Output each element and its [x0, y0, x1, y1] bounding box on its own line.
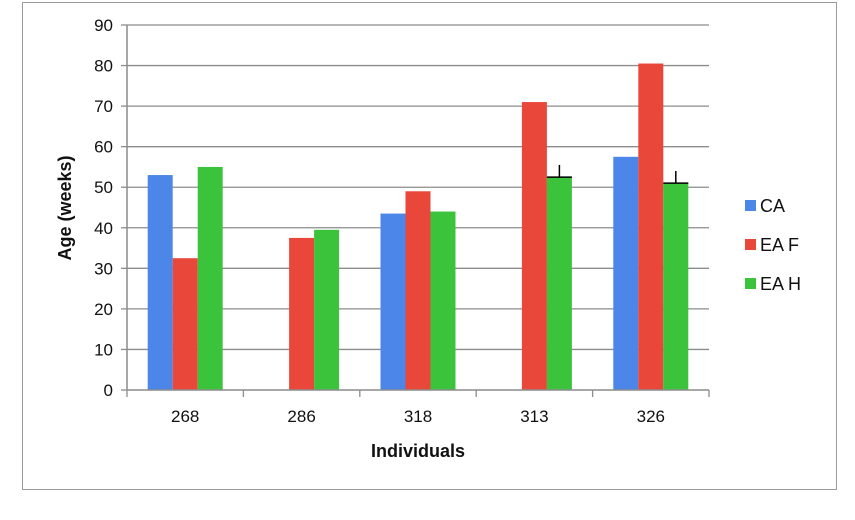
y-tick-label: 50 [94, 178, 113, 197]
y-tick-label: 70 [94, 97, 113, 116]
gridlines [127, 24, 709, 351]
x-tick-label: 326 [637, 407, 665, 426]
bar-ca-318 [380, 213, 406, 390]
bars [147, 63, 689, 391]
x-tick-label: 286 [287, 407, 315, 426]
bar-ea-f-268 [172, 258, 198, 390]
y-tick-label: 90 [94, 16, 113, 35]
legend: CA EA F EA H [745, 196, 801, 294]
legend-swatch [745, 239, 756, 250]
bar-ea-f-286 [289, 237, 315, 390]
bar-ea-f-318 [405, 191, 431, 390]
bar-ea-h-286 [314, 229, 340, 390]
x-tick-label: 268 [171, 407, 199, 426]
y-tick-label: 80 [94, 57, 113, 76]
legend-swatch [745, 200, 756, 211]
y-tick-labels: 0 10 20 30 40 50 60 70 80 90 [94, 16, 113, 400]
x-tick-label: 318 [404, 407, 432, 426]
bar-ea-f-313 [521, 102, 547, 391]
bar-ea-h-318 [430, 211, 456, 390]
legend-swatch [745, 278, 756, 289]
axes [121, 24, 710, 397]
x-tick-label: 313 [520, 407, 548, 426]
bar-ea-h-268 [197, 166, 223, 390]
legend-label: EA F [760, 235, 799, 255]
y-axis-title: Age (weeks) [55, 155, 75, 260]
bar-ea-h-326 [663, 183, 689, 390]
y-tick-label: 0 [104, 381, 113, 400]
bar-ea-f-326 [638, 63, 664, 391]
y-tick-label: 60 [94, 138, 113, 157]
bar-ea-h-313 [546, 177, 572, 390]
bar-ca-326 [613, 156, 639, 390]
y-tick-label: 20 [94, 300, 113, 319]
bar-ca-268 [147, 175, 173, 390]
y-tick-label: 10 [94, 340, 113, 359]
y-tick-label: 40 [94, 219, 113, 238]
x-tick-labels: 268 286 318 313 326 [171, 407, 665, 426]
legend-label: CA [760, 196, 785, 216]
y-tick-label: 30 [94, 259, 113, 278]
legend-label: EA H [760, 274, 801, 294]
x-axis-title: Individuals [371, 441, 465, 461]
